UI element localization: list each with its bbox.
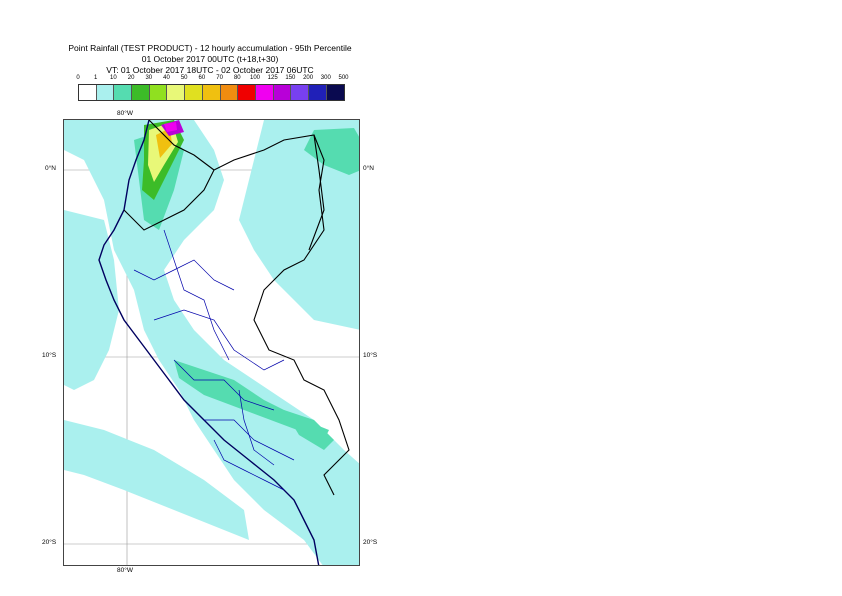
region-border-1 <box>133 259 235 291</box>
map-panel <box>63 119 360 566</box>
rain-mid-ne <box>304 128 359 175</box>
region-border-4 <box>204 419 295 461</box>
legend-swatch <box>308 85 327 100</box>
legend-tick-label: 150 <box>285 75 296 81</box>
legend-tick-label: 500 <box>338 75 349 81</box>
legend-swatch <box>326 85 345 100</box>
region-border-6 <box>163 229 230 361</box>
lon-label-top: 80°W <box>117 110 133 117</box>
region-borders <box>133 229 295 491</box>
legend-swatch <box>273 85 292 100</box>
legend-tick-label: 40 <box>163 75 170 81</box>
legend-swatch <box>185 85 203 100</box>
title-line-1: Point Rainfall (TEST PRODUCT) - 12 hourl… <box>68 43 352 53</box>
legend-tick-label: 300 <box>320 75 331 81</box>
legend-tick-label: 10 <box>110 75 117 81</box>
legend-tick-label: 30 <box>145 75 153 81</box>
legend-swatch <box>255 85 274 100</box>
legend-swatch <box>202 85 221 100</box>
legend-tick-label: 0 <box>76 75 80 81</box>
rain-light-sw-ocean <box>64 420 249 540</box>
rain-area-intense <box>142 120 184 200</box>
title-line-3: VT: 01 October 2017 18UTC - 02 October 2… <box>106 65 314 75</box>
region-border-7 <box>238 389 275 466</box>
legend-tick-label: 60 <box>198 75 206 81</box>
legend-tick-label: 100 <box>249 75 261 81</box>
lat-label-right-20: 20°S <box>363 539 378 546</box>
coastline <box>98 120 320 565</box>
rain-light-amazon <box>239 120 359 330</box>
rainfall-map <box>64 120 359 565</box>
legend-tick-label: 200 <box>303 75 314 81</box>
lat-label-left-20: 20°S <box>42 539 57 546</box>
lat-label-left-10: 10°S <box>42 352 57 359</box>
legend-swatch <box>114 85 133 100</box>
legend-tick-label: 20 <box>127 75 135 81</box>
legend-swatch <box>132 85 150 100</box>
lat-label-right-0: 0°N <box>363 165 374 172</box>
legend-swatch <box>96 85 115 100</box>
legend-swatch <box>238 85 256 100</box>
legend-swatch <box>79 85 97 100</box>
brazil-border <box>308 134 325 251</box>
legend-tick-label: 1 <box>94 75 98 81</box>
region-border-2 <box>153 309 285 371</box>
rain-light-west-ocean <box>64 210 119 390</box>
region-border-3 <box>173 359 275 411</box>
legend-tick-label: 50 <box>180 75 188 81</box>
rain-orange <box>156 128 172 158</box>
lat-label-right-10: 10°S <box>363 352 378 359</box>
color-legend <box>78 84 346 101</box>
legend-swatch <box>220 85 239 100</box>
legend-swatch <box>149 85 168 100</box>
legend-tick-label: 70 <box>216 75 223 81</box>
ecuador-colombia-border <box>148 120 215 171</box>
peru-ecuador-border <box>123 134 350 496</box>
legend-swatch <box>291 85 309 100</box>
title-line-2: 01 October 2017 00UTC (t+18,t+30) <box>141 54 279 64</box>
rain-area-light <box>64 120 359 565</box>
legend-swatch <box>167 85 186 100</box>
lon-label-bottom: 80°W <box>117 567 133 574</box>
rain-magenta <box>164 122 177 132</box>
rain-mid-south <box>284 410 334 450</box>
legend-tick-label: 125 <box>267 75 278 81</box>
region-border-5 <box>213 439 285 491</box>
lat-label-left-0: 0°N <box>45 165 56 172</box>
rain-light-coastal-band <box>64 120 359 565</box>
legend-tick-label: 80 <box>233 75 241 81</box>
legend-tick-labels: 0 1 10 20 30 40 50 60 70 80 100 125 150 200 300 500 <box>0 75 420 85</box>
country-borders <box>98 120 350 565</box>
